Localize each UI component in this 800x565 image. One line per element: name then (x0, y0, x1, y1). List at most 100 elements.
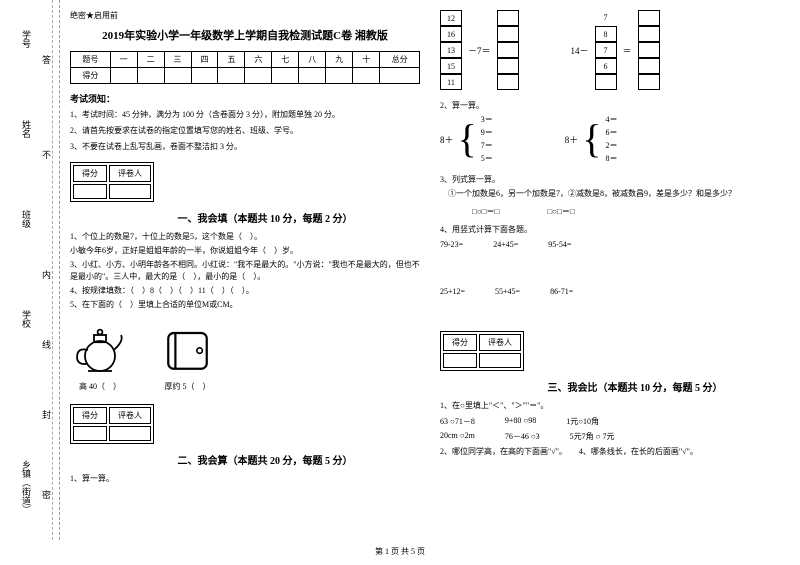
s1-q2: 小敏今年6岁，正好是姐姐年龄的一半，你说姐姐今年（ ）岁。 (70, 245, 420, 257)
s3-q1: 1、在○里填上"＜"、"＞""＝"。 (440, 400, 790, 412)
rb-4[interactable] (595, 74, 617, 90)
page-footer: 第 1 页 共 5 页 (0, 546, 800, 557)
exam-title: 2019年实验小学一年级数学上学期自我检测试题C卷 湘教版 (70, 27, 420, 43)
s3-r1: 63 ○71－8 9+80 ○98 1元○10角 (440, 416, 790, 427)
left-ans-boxes (497, 10, 519, 90)
sc-3[interactable] (164, 68, 191, 84)
section-score-box-1: 得分评卷人 (70, 162, 154, 202)
s1-q5: 5、在下面的（ ）里填上合适的单位M或CM。 (70, 299, 420, 311)
rb-3[interactable]: 6 (595, 58, 617, 74)
ra-2[interactable] (638, 42, 660, 58)
lb-0: 12 (440, 10, 462, 26)
s1-q4: 4、按规律填数：（ ）8（ ）（ ）11（ ）（ ）。 (70, 285, 420, 297)
notice-2: 2、请首先按要求在试卷的指定位置填写您的姓名、班级、学号。 (70, 125, 420, 138)
left-op: －7＝ (468, 44, 491, 57)
fold-line (52, 0, 53, 540)
th-10: 十 (353, 52, 380, 68)
sc-9[interactable] (326, 68, 353, 84)
s3-r2: 20cm ○2m 76－46 ○3 5元7角 ○ 7元 (440, 431, 790, 442)
th-6: 六 (245, 52, 272, 68)
th-4: 四 (191, 52, 218, 68)
right-ans-boxes (638, 10, 660, 90)
r2-0: 20cm ○2m (440, 431, 475, 442)
sidebar-label-name: 姓名 (20, 120, 33, 138)
calc-row-2: 25+12= 55+45= 86-71= (440, 287, 790, 296)
lb-3: 15 (440, 58, 462, 74)
ra-0[interactable] (638, 10, 660, 26)
th-8: 八 (299, 52, 326, 68)
confidential-tag: 绝密★启用前 (70, 10, 420, 21)
row2-label: 得分 (71, 68, 111, 84)
sb3-c2: 评卷人 (479, 334, 521, 351)
g2-3: 8＝ (605, 153, 617, 164)
la-0[interactable] (497, 10, 519, 26)
c2-1: 55+45= (495, 287, 520, 296)
g1-items: 3＝ 9＝ 7＝ 5＝ (481, 114, 493, 164)
sb-v1[interactable] (73, 184, 107, 199)
sidebar-label-id: 学号 (20, 30, 33, 48)
box-problem-row: 12 16 13 15 11 －7＝ 14－ 7 8 7 6 (440, 10, 790, 90)
sc-5[interactable] (218, 68, 245, 84)
notice-3: 3、不要在试卷上乱写乱画，卷面不整洁扣 3 分。 (70, 141, 420, 154)
r1-0: 63 ○71－8 (440, 416, 475, 427)
teapot-icon (70, 317, 130, 377)
notice-head: 考试须知： (70, 92, 420, 105)
s1-q1: 1、个位上的数是7，十位上的数是5，这个数是（ ）。 (70, 231, 420, 243)
sc-10[interactable] (353, 68, 380, 84)
la-2[interactable] (497, 42, 519, 58)
sc-7[interactable] (272, 68, 299, 84)
eq-sign: ＝ (623, 44, 632, 57)
c1-0: 79-23= (440, 240, 463, 249)
r1-1: 9+80 ○98 (505, 416, 536, 427)
sc-6[interactable] (245, 68, 272, 84)
g2-0: 4＝ (605, 114, 617, 125)
ra-3[interactable] (638, 58, 660, 74)
score-header-row: 题号 一 二 三 四 五 六 七 八 九 十 总分 (71, 52, 420, 68)
la-3[interactable] (497, 58, 519, 74)
sc-1[interactable] (110, 68, 137, 84)
sb-v2[interactable] (109, 184, 151, 199)
page-content: 绝密★启用前 2019年实验小学一年级数学上学期自我检测试题C卷 湘教版 题号 … (70, 10, 790, 487)
sb3-v2[interactable] (479, 353, 521, 368)
g1-1: 9＝ (481, 127, 493, 138)
wallet-icon (160, 322, 215, 377)
sidebar-label-class: 班级 (20, 210, 33, 228)
rb-1[interactable]: 8 (595, 26, 617, 42)
sb3-c1: 得分 (443, 334, 477, 351)
sc-8[interactable] (299, 68, 326, 84)
section-score-box-3: 得分评卷人 (440, 331, 524, 371)
sb2-v2[interactable] (109, 426, 151, 441)
sidebar-label-school: 学校 (20, 310, 33, 328)
wallet-label: 厚约 5（ ） (160, 381, 215, 392)
left-column: 绝密★启用前 2019年实验小学一年级数学上学期自我检测试题C卷 湘教版 题号 … (70, 10, 420, 487)
right-column: 12 16 13 15 11 －7＝ 14－ 7 8 7 6 (440, 10, 790, 487)
sb-c2: 评卷人 (109, 165, 151, 182)
teapot-label: 高 40（ ） (70, 381, 130, 392)
sc-4[interactable] (191, 68, 218, 84)
brace-icon-2: { (582, 119, 601, 159)
sc-2[interactable] (137, 68, 164, 84)
th-1: 一 (110, 52, 137, 68)
s2-q1: 1、算一算。 (70, 473, 420, 485)
sc-total[interactable] (380, 68, 420, 84)
ra-4[interactable] (638, 74, 660, 90)
la-4[interactable] (497, 74, 519, 90)
la-1[interactable] (497, 26, 519, 42)
s3-q2: 2、哪位同学高，在高的下面画"√"。 4、哪条线长，在长的后面画"√"。 (440, 446, 790, 458)
s2-q2: 2、算一算。 (440, 100, 790, 112)
r2-1: 76－46 ○3 (505, 431, 540, 442)
wallet-group: 厚约 5（ ） (160, 322, 215, 392)
ra-1[interactable] (638, 26, 660, 42)
g1-0: 3＝ (481, 114, 493, 125)
s1-q3: 3、小红、小方、小明年龄各不相同。小红说："我不是最大的。"小方说："我也不是最… (70, 259, 420, 283)
sb3-v1[interactable] (443, 353, 477, 368)
sb2-v1[interactable] (73, 426, 107, 441)
g2-items: 4＝ 6＝ 2＝ 8＝ (605, 114, 617, 164)
section-3-title: 三、我会比（本题共 10 分，每题 5 分） (480, 379, 790, 394)
left-boxes: 12 16 13 15 11 (440, 10, 462, 90)
image-row: 高 40（ ） 厚约 5（ ） (70, 317, 420, 392)
th-0: 题号 (71, 52, 111, 68)
score-table: 题号 一 二 三 四 五 六 七 八 九 十 总分 得分 (70, 51, 420, 84)
bracket-row: 8＋ { 3＝ 9＝ 7＝ 5＝ 8＋ { 4＝ 6＝ 2＝ 8＝ (440, 114, 790, 164)
th-3: 三 (164, 52, 191, 68)
